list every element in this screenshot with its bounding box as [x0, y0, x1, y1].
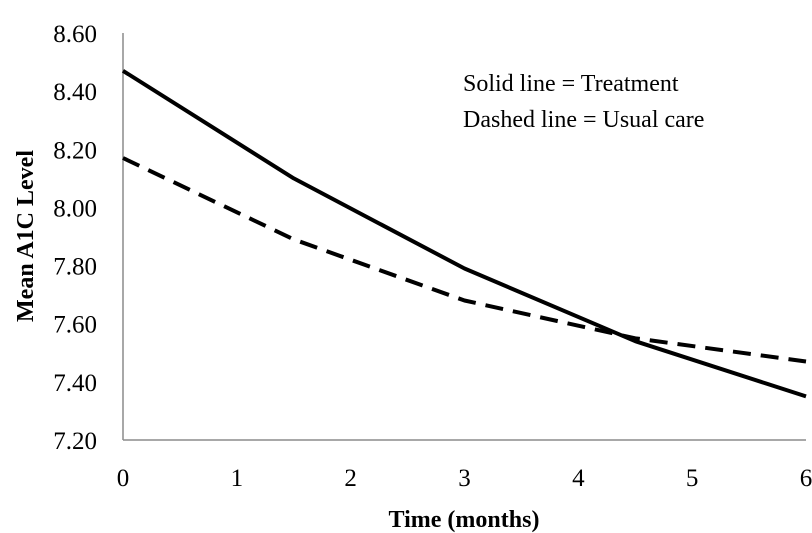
y-tick-label: 8.40 [53, 79, 97, 106]
y-tick-label: 8.20 [53, 137, 97, 164]
y-tick-label: 8.00 [53, 195, 97, 222]
y-axis-title: Mean A1C Level [13, 150, 39, 322]
legend-notes: Solid line = Treatment Dashed line = Usu… [463, 71, 704, 133]
x-axis-title: Time (months) [389, 507, 540, 533]
y-tick-labels: 8.60 8.40 8.20 8.00 7.80 7.60 7.40 7.20 [53, 21, 97, 455]
series-layer [121, 69, 807, 399]
y-tick-label: 7.20 [53, 428, 97, 455]
x-tick-label: 6 [800, 465, 812, 492]
x-tick-label: 5 [686, 465, 699, 492]
y-tick-label: 7.40 [53, 370, 97, 397]
y-tick-label: 8.60 [53, 21, 97, 48]
treatment-series-line [121, 69, 807, 399]
y-tick-label: 7.60 [53, 312, 97, 339]
legend-note-usual-care: Dashed line = Usual care [463, 107, 704, 133]
x-tick-labels: 0 1 2 3 4 5 6 [117, 465, 812, 492]
x-tick-label: 4 [572, 465, 585, 492]
x-tick-label: 2 [344, 465, 357, 492]
usual-care-series-line [122, 156, 807, 364]
x-tick-label: 0 [117, 465, 130, 492]
legend-note-treatment: Solid line = Treatment [463, 71, 679, 97]
chart-axes [122, 33, 806, 441]
x-tick-label: 1 [231, 465, 244, 492]
y-tick-label: 7.80 [53, 254, 97, 281]
x-tick-label: 3 [458, 465, 471, 492]
